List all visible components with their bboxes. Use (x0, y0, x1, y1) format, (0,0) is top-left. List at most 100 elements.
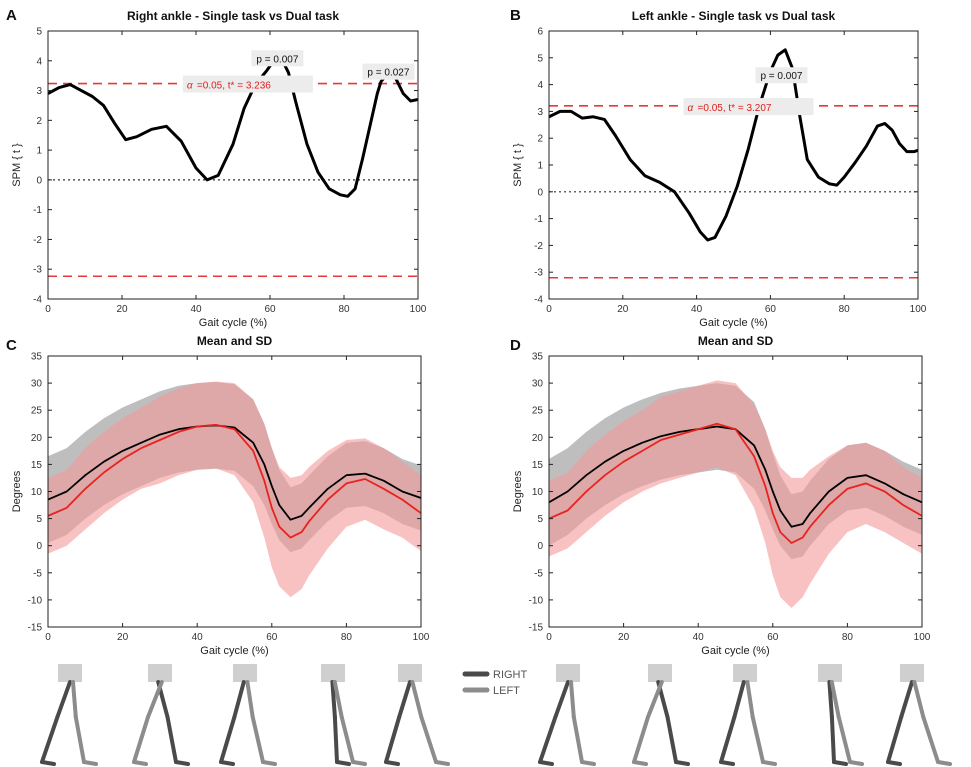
stick-figure-left-panel-3 (219, 664, 277, 766)
y-tick-label: -5 (33, 568, 42, 579)
right-shank (719, 715, 737, 764)
x-tick-label: 100 (410, 304, 427, 315)
x-tick-label: 0 (546, 632, 552, 643)
right-foot (335, 760, 351, 766)
pelvis-block (233, 664, 257, 682)
y-tick-label: -15 (28, 623, 43, 634)
y-tick-label: -3 (534, 268, 543, 279)
x-tick-label: 80 (842, 632, 854, 643)
right-foot (40, 760, 56, 766)
x-tick-label: 0 (45, 632, 51, 643)
y-tick-label: -4 (33, 295, 42, 306)
alpha-symbol: α (187, 81, 193, 92)
legend-label-left: LEFT (493, 685, 520, 697)
y-tick-label: 20 (31, 433, 43, 444)
panel-letter: D (510, 337, 521, 354)
left-foot (434, 760, 450, 766)
y-tick-label: 25 (532, 406, 544, 417)
x-tick-label: 20 (117, 632, 129, 643)
pelvis-block (58, 664, 82, 682)
p-value-annotation: p = 0.007 (760, 71, 802, 82)
left-thigh (410, 680, 424, 719)
alpha-threshold-annotation: =0.05, t* = 3.236 (197, 81, 271, 92)
series-line-1 (549, 425, 922, 528)
right-thigh (330, 680, 337, 719)
y-axis-label: Degrees (11, 470, 23, 512)
left-foot (132, 760, 148, 766)
y-tick-label: 6 (537, 27, 543, 38)
y-tick-label: 5 (537, 514, 543, 525)
alpha-symbol: α (688, 103, 694, 114)
left-shank (419, 715, 438, 764)
y-tick-label: -1 (33, 205, 42, 216)
left-thigh (146, 680, 164, 719)
left-foot (761, 760, 777, 766)
alpha-threshold-annotation: =0.05, t* = 3.207 (698, 103, 772, 114)
p-value-box (251, 50, 304, 67)
stick-figure-right-panel-3 (719, 664, 777, 766)
x-tick-label: 80 (341, 632, 353, 643)
left-foot (261, 760, 277, 766)
stick-figure-left-panel-4 (321, 664, 367, 766)
p-value-box (755, 67, 808, 84)
panel-a: A Right ankle - Single task vs Dual task p… (6, 7, 427, 329)
left-shank (921, 715, 940, 764)
left-thigh (829, 680, 841, 719)
x-axis-label: Gait cycle (%) (199, 317, 267, 329)
x-tick-label: 40 (691, 304, 703, 315)
series-line-1 (48, 424, 421, 521)
x-axis-label: Gait cycle (%) (200, 645, 268, 657)
y-axis-label: Degrees (512, 470, 524, 512)
series-line-2 (549, 422, 922, 544)
y-tick-label: 10 (31, 487, 43, 498)
left-foot (351, 760, 367, 766)
y-tick-label: 0 (537, 187, 543, 198)
right-shank (665, 715, 678, 764)
y-tick-label: -2 (33, 235, 42, 246)
right-thigh (232, 680, 246, 719)
right-foot (832, 760, 848, 766)
panel-title: Left ankle - Single task vs Dual task (632, 9, 836, 23)
x-tick-label: 60 (264, 304, 276, 315)
right-foot (219, 760, 235, 766)
y-tick-label: 30 (532, 379, 544, 390)
pelvis-block (900, 664, 924, 682)
right-thigh (55, 680, 72, 719)
right-foot (719, 760, 735, 766)
right-shank (165, 715, 178, 764)
panel-title: Mean and SD (698, 334, 774, 348)
y-tick-label: 35 (31, 352, 43, 363)
y-tick-label: 4 (537, 80, 543, 91)
x-tick-label: 20 (617, 304, 629, 315)
y-tick-label: 2 (36, 116, 42, 127)
panel-c: C Mean and SD 0 20 40 60 80 100 -15 -10 -5 0 5 10 15 20… (6, 334, 430, 657)
x-tick-label: 100 (413, 632, 430, 643)
x-tick-label: 40 (190, 304, 202, 315)
annotation-box (683, 98, 814, 116)
y-tick-label: 10 (532, 487, 544, 498)
x-tick-label: 40 (192, 632, 204, 643)
left-shank (750, 715, 765, 764)
right-shank (829, 715, 836, 764)
stick-figure-left-panel-2 (132, 664, 190, 766)
y-tick-label: 15 (532, 460, 544, 471)
chart-panels: A Right ankle - Single task vs Dual task p… (6, 7, 931, 657)
left-foot (82, 760, 98, 766)
pelvis-block (648, 664, 672, 682)
y-tick-label: -4 (534, 295, 543, 306)
pelvis-block (818, 664, 842, 682)
gait-phase-illustrations (40, 664, 952, 766)
right-shank (886, 715, 904, 764)
right-foot (538, 760, 554, 766)
right-foot (886, 760, 902, 766)
panel-title: Right ankle - Single task vs Dual task (127, 9, 339, 23)
stick-figure-right-panel-2 (632, 664, 690, 766)
y-tick-label: -15 (529, 623, 544, 634)
plot-area (549, 380, 922, 608)
left-thigh (245, 680, 255, 719)
left-thigh (745, 680, 755, 719)
left-shank (132, 715, 150, 764)
y-tick-label: 20 (532, 433, 544, 444)
series-line-2 (48, 423, 421, 539)
stick-figure-left-panel-5 (384, 664, 450, 766)
